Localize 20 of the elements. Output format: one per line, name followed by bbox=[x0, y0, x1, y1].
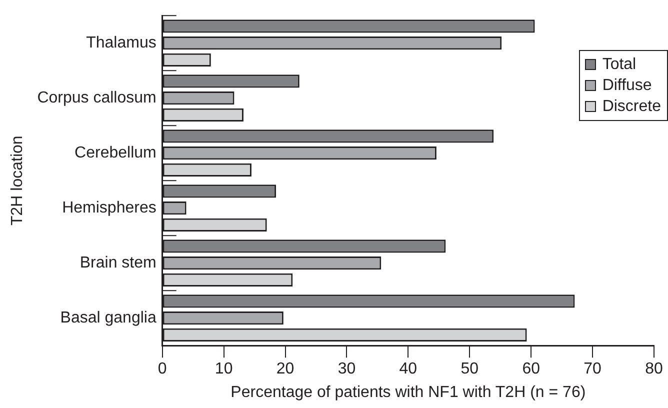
y-tick-label: Basal ganglia bbox=[60, 310, 156, 327]
x-tick-label: 50 bbox=[460, 360, 479, 378]
y-tick-label: Cerebellum bbox=[74, 144, 156, 162]
y-tick-label: Corpus callosum bbox=[37, 90, 156, 107]
y-tick-label: Thalamus bbox=[86, 34, 156, 52]
x-tick-label: 0 bbox=[158, 360, 167, 378]
y-tick-label: Hemispheres bbox=[62, 200, 156, 217]
x-tick-label: 40 bbox=[399, 360, 418, 378]
x-tick-label: 20 bbox=[276, 360, 294, 378]
x-axis-title: Percentage of patients with NF1 with T2H (n = 76) bbox=[230, 384, 586, 401]
legend-label: Discrete bbox=[601, 97, 661, 117]
y-tick-label: Brain stem bbox=[80, 254, 156, 272]
x-tick-label: 70 bbox=[584, 360, 602, 378]
x-tick-label: 10 bbox=[214, 360, 233, 378]
y-axis-title: T2H location bbox=[9, 136, 26, 226]
x-tick-label: 60 bbox=[522, 360, 540, 378]
legend-label: Total bbox=[601, 55, 638, 75]
x-tick-label: 80 bbox=[645, 360, 663, 378]
x-tick-label: 30 bbox=[338, 360, 356, 378]
legend-label: Diffuse bbox=[601, 76, 653, 96]
